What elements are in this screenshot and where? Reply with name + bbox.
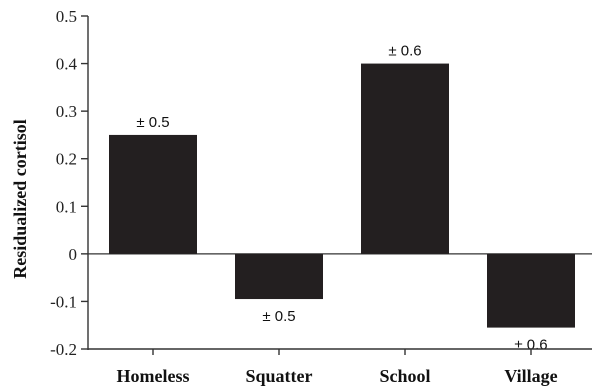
y-tick-label: 0	[69, 245, 78, 264]
x-tick-label: Homeless	[117, 366, 190, 386]
x-axis: Homeless Squatter School Village	[88, 348, 592, 386]
bar-school	[361, 63, 449, 254]
y-tick-label: -0.2	[50, 340, 77, 359]
bar-squatter	[235, 253, 323, 300]
y-tick-label: 0.3	[56, 102, 77, 121]
x-tick-label: School	[379, 366, 430, 386]
data-label: ± 0.5	[136, 114, 169, 131]
x-tick-label: Village	[504, 366, 557, 386]
data-label: ± 0.6	[388, 43, 421, 60]
y-tick-label: 0.4	[56, 55, 78, 74]
data-label: ± 0.5	[262, 308, 295, 325]
bar-village	[487, 253, 575, 328]
bars	[109, 63, 575, 328]
y-tick-label: 0.2	[56, 150, 77, 169]
y-tick-label: 0.5	[56, 7, 77, 26]
y-axis-title: Residualized cortisol	[10, 119, 30, 279]
y-axis: -0.2 -0.1 0 0.1 0.2 0.3 0.4 0.5	[50, 7, 89, 359]
y-tick-label: -0.1	[50, 292, 77, 311]
bar-homeless	[109, 134, 197, 254]
data-labels: ± 0.5± 0.5± 0.6± 0.6	[136, 43, 547, 354]
y-tick-label: 0.1	[56, 197, 77, 216]
x-tick-label: Squatter	[246, 366, 313, 386]
